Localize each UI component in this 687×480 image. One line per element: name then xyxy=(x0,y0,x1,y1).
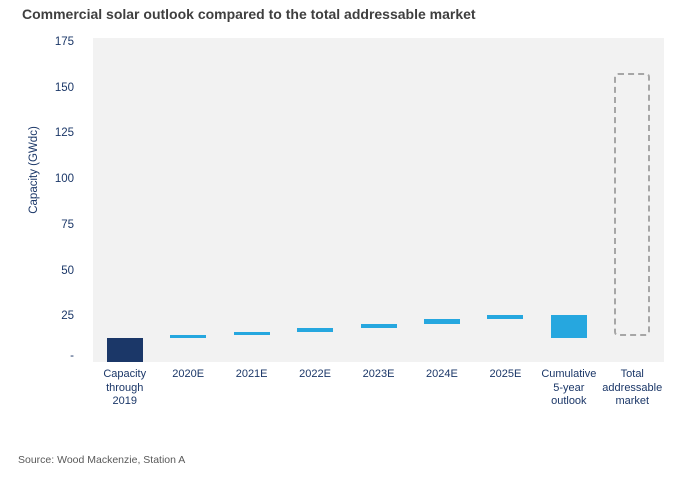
bar-2023e xyxy=(360,323,397,328)
bar-2022e xyxy=(297,327,334,332)
x-label-2024e: 2024E xyxy=(426,368,458,380)
plot-area xyxy=(93,38,664,362)
x-label-2025e: 2025E xyxy=(489,368,522,380)
bar-total-addressable-market xyxy=(614,73,651,337)
x-label-capacity-through-2019: Capacity through 2019 xyxy=(103,368,147,407)
bar-2024e xyxy=(423,319,460,324)
bar-2020e xyxy=(170,335,207,339)
y-tick-label-125: 125 xyxy=(54,127,74,140)
y-tick-label-25: 25 xyxy=(61,310,74,323)
x-label-cumulative-5-year-outlook: Cumulative 5-year outlook xyxy=(541,368,597,407)
y-tick-label-150: 150 xyxy=(54,81,74,94)
y-tick-label-50: 50 xyxy=(61,264,74,277)
bar-2021e xyxy=(233,331,270,336)
x-label-2022e: 2022E xyxy=(299,368,331,380)
x-label-2023e: 2023E xyxy=(362,368,395,380)
bar-2025e xyxy=(487,315,524,320)
y-tick-label-75: 75 xyxy=(61,218,74,231)
bar-cumulative-5-year-outlook xyxy=(550,315,587,339)
x-label-total-addressable-market: Total addressable market xyxy=(602,368,663,407)
chart-title: Commercial solar outlook compared to the… xyxy=(22,6,476,22)
y-tick-label-100: 100 xyxy=(54,173,74,186)
x-axis-labels: Capacity through 2019 2020E 2021E 2022E 2023E 2… xyxy=(93,368,664,414)
x-label-2021e: 2021E xyxy=(235,368,268,380)
bar-capacity-through-2019 xyxy=(106,338,143,362)
y-tick-label-0: - xyxy=(70,350,74,362)
source-attribution: Source: Wood Mackenzie, Station A xyxy=(18,454,186,466)
y-tick-label-175: 175 xyxy=(54,36,74,48)
x-label-2020e: 2020E xyxy=(172,368,205,380)
